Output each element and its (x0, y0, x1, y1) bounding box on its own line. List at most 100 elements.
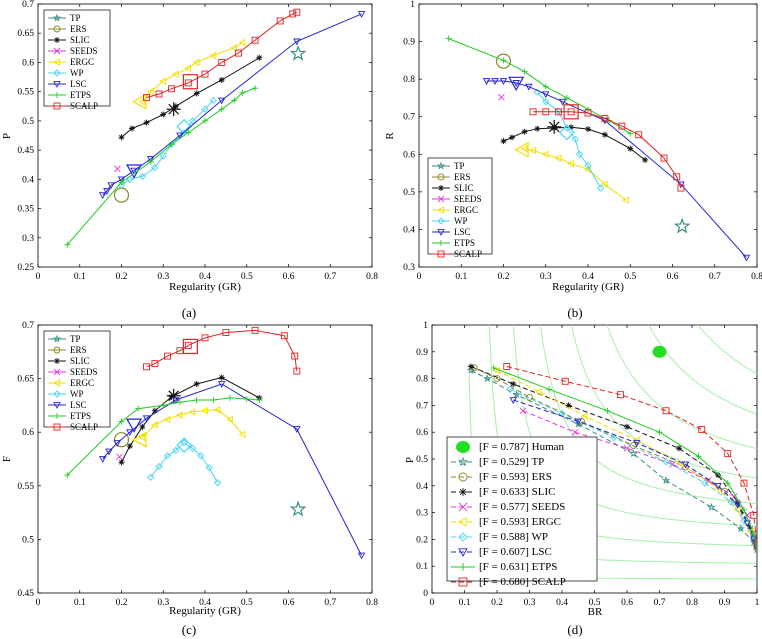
legend-label: ERS (70, 24, 87, 34)
legend-entry-ers: [F = 0.593] ERS (451, 471, 552, 483)
data-point-seeds (498, 93, 505, 101)
data-point-ergc (138, 433, 146, 442)
highlight-point-slic (166, 102, 181, 117)
series-line-tp (470, 370, 757, 551)
y-tick-label: 0 (423, 589, 428, 599)
data-point-scalp (584, 109, 592, 117)
data-point-seeds (623, 444, 631, 452)
x-tick-label: 0.7 (324, 598, 336, 608)
y-tick-label: 0.7 (22, 321, 34, 331)
x-tick-label: 0.6 (621, 598, 633, 608)
data-point-etps (147, 158, 154, 165)
legend-entry-human: [F = 0.787] Human (456, 441, 565, 453)
legend-entry-lsc: [F = 0.607] LSC (451, 546, 552, 558)
data-point-slic (715, 472, 721, 479)
data-point-lsc (541, 91, 550, 99)
data-point-ergc (184, 64, 192, 73)
series-line-etps (66, 397, 260, 476)
series-line-ergc (142, 409, 243, 438)
panel-caption: (c) (182, 622, 196, 637)
data-point-etps (585, 106, 591, 113)
legend-swatch-marker (437, 206, 444, 214)
data-point-lsc (176, 132, 184, 140)
data-point-etps (239, 89, 246, 96)
data-point-lsc (512, 80, 520, 87)
legend-label: [F = 0.787] Human (479, 441, 565, 453)
data-point-etps (210, 397, 217, 404)
data-point-scalp (617, 391, 624, 399)
panel-b-axes: 0 0.1 0.2 0.3 0.4 0.5 0.6 0.7 0.8 0.3 0.4 0.5 0.6 0.7… (403, 0, 762, 282)
y-tick-label: 0.65 (17, 375, 34, 385)
data-point-tp (707, 502, 716, 511)
data-point-tp (629, 449, 638, 458)
legend-swatch-marker (458, 472, 468, 482)
data-point-lsc (117, 176, 126, 184)
data-point-etps (202, 117, 208, 124)
y-tick-label: 0.6 (416, 428, 428, 438)
data-point-seeds (116, 453, 123, 461)
legend-label: TP (70, 334, 81, 344)
legend-label: SEEDS (70, 367, 98, 377)
data-point-etps (724, 480, 731, 487)
data-point-etps (656, 429, 663, 436)
highlight-point-ergc (132, 431, 147, 448)
data-point-ergc (529, 146, 536, 155)
series-line-scalp (506, 366, 757, 545)
x-tick-label: 0.7 (709, 272, 721, 282)
data-point-scalp (561, 377, 569, 385)
legend-label: [F = 0.633] SLIC (479, 486, 555, 498)
data-point-wp (163, 452, 172, 460)
legend-label: [F = 0.680] SCALP (479, 576, 566, 588)
data-point-scalp (542, 108, 550, 116)
y-tick-label: 0.6 (22, 58, 34, 68)
data-point-etps (252, 85, 259, 92)
data-point-wp (201, 105, 209, 113)
legend-label: SLIC (454, 183, 474, 193)
x-tick-label: 0.4 (199, 598, 211, 608)
data-point-ergc (580, 412, 588, 420)
legend-label: SCALP (454, 249, 482, 259)
legend-swatch-marker (437, 229, 445, 236)
x-tick-label: 0.9 (719, 598, 731, 608)
data-point-etps (135, 405, 142, 412)
legend-label: [F = 0.588] WP (479, 531, 548, 543)
legend-entry-scalp: SCALP (48, 101, 98, 111)
data-point-scalp (251, 326, 259, 334)
data-point-slic (139, 423, 146, 430)
data-point-tp (661, 476, 671, 484)
series-line-ergc (142, 42, 243, 102)
x-tick-label: 0.3 (524, 598, 536, 608)
panel-a-axes: 0 0.1 0.2 0.3 0.4 0.5 0.6 0.7 0.8 0.25 0.3 0.35 0.4 0… (17, 0, 378, 282)
data-point-tp (483, 374, 492, 383)
x-tick-label: 0.8 (366, 598, 378, 608)
panel-c-series (64, 326, 366, 560)
data-point-lsc (98, 456, 107, 463)
data-point-ergc (238, 430, 246, 439)
highlight-point-slic (547, 119, 562, 134)
data-point-lsc (142, 415, 151, 423)
data-point-slic (601, 131, 608, 138)
legend-swatch-marker (458, 532, 468, 542)
legend-label: ERGC (70, 378, 94, 388)
x-tick-label: 0.2 (116, 598, 128, 608)
data-point-tp (466, 366, 476, 375)
legend-box (43, 330, 111, 428)
legend-entry-tp: TP (48, 13, 81, 23)
highlight-point-wp (176, 118, 192, 135)
data-point-scalp (503, 363, 511, 370)
data-point-lsc (714, 482, 722, 490)
data-point-scalp (293, 8, 301, 16)
data-point-lsc (357, 11, 366, 18)
y-tick-label: 0.65 (17, 29, 34, 39)
y-tick-label: 0.2 (416, 535, 428, 545)
data-point-slic (193, 90, 200, 97)
data-point-etps (118, 179, 125, 186)
series-line-wp (150, 442, 218, 483)
y-tick-label: 0.1 (416, 562, 428, 572)
data-point-lsc (499, 78, 508, 85)
data-point-wp (209, 96, 217, 105)
legend-entry-lsc: LSC (48, 79, 87, 89)
data-point-wp (584, 161, 592, 170)
data-point-wp (188, 444, 197, 452)
